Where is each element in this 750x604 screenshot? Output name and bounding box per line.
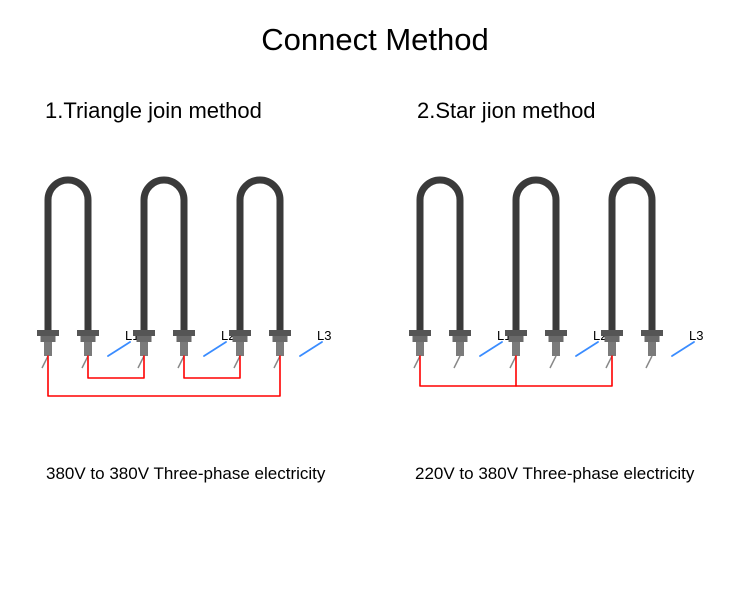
wiring-diagram <box>0 0 750 604</box>
